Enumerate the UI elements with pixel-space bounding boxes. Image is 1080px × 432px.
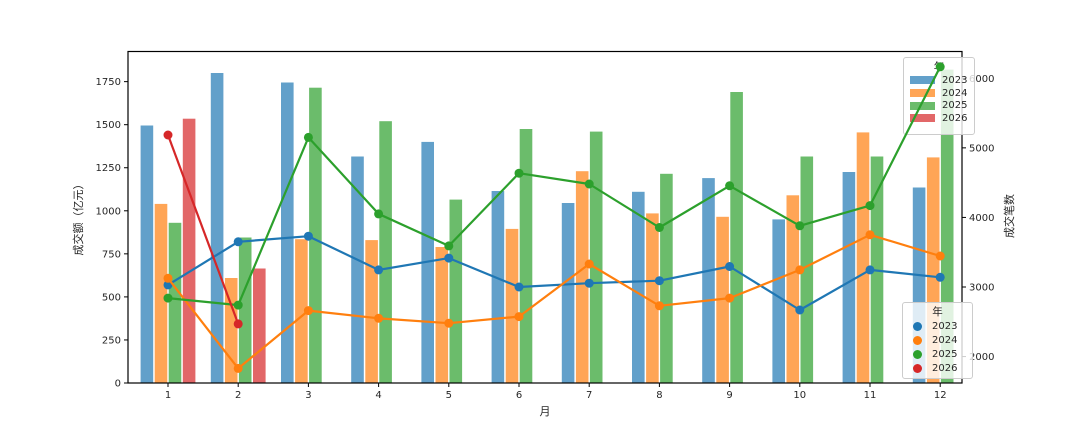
bar-2023-m3 xyxy=(281,82,294,383)
legend-label: 2025 xyxy=(932,348,958,360)
y-axis-label-left: 成交额（亿元） xyxy=(72,178,85,256)
x-tick-label: 12 xyxy=(934,390,947,401)
bar-2023-m9 xyxy=(702,178,715,383)
bar-2024-m4 xyxy=(365,240,378,383)
legend-label: 2024 xyxy=(932,334,958,346)
bar-2025-m11 xyxy=(870,156,884,383)
legend-label: 2023 xyxy=(942,74,968,86)
legend-label: 2025 xyxy=(942,100,968,112)
x-tick-label: 4 xyxy=(375,390,381,401)
bar-2024-m9 xyxy=(716,216,729,383)
legend-row: 2023 xyxy=(910,74,968,87)
line-dot-2026 xyxy=(913,363,922,373)
x-tick-label: 6 xyxy=(516,390,522,401)
bar-2024-m1 xyxy=(154,203,168,383)
legend-row: 2023 xyxy=(909,319,966,333)
legend-row: 2026 xyxy=(910,112,968,125)
bar-2025-m8 xyxy=(660,173,673,383)
bar-2023-m2 xyxy=(210,73,224,383)
bar-swatch-2024 xyxy=(910,89,935,98)
bar-2024-m3 xyxy=(295,239,308,383)
bar-swatch-2025 xyxy=(910,101,935,110)
bar-2025-m2 xyxy=(238,237,252,383)
bar-2026-m2 xyxy=(253,268,266,383)
bar-swatch-2026 xyxy=(910,114,935,123)
left-tick-label: 1250 xyxy=(96,163,121,174)
x-tick-label: 3 xyxy=(305,390,311,401)
legend-row: 2025 xyxy=(909,347,966,361)
bar-swatch-2023 xyxy=(910,76,935,85)
bar-2025-m9 xyxy=(730,92,743,383)
left-tick-label: 500 xyxy=(102,292,121,303)
bar-2024-m11 xyxy=(856,132,870,383)
left-tick-label: 0 xyxy=(115,379,121,390)
legend-lines: 年 2023 2024 2025 2026 xyxy=(902,302,973,379)
left-tick-label: 1500 xyxy=(96,120,121,131)
legend-label: 2026 xyxy=(932,362,958,374)
left-tick-label: 1000 xyxy=(96,206,121,217)
left-tick-label: 250 xyxy=(102,335,121,346)
right-tick-label: 3000 xyxy=(969,282,994,293)
legend-bars-title: 年 xyxy=(933,61,945,73)
legend-label: 2026 xyxy=(942,112,968,124)
x-tick-label: 9 xyxy=(726,390,732,401)
legend-bars: 年 2023 2024 2025 2026 xyxy=(903,57,975,135)
line-dot-2023 xyxy=(913,321,922,331)
x-tick-label: 1 xyxy=(165,390,171,401)
bar-2025-m7 xyxy=(589,131,603,383)
bar-2023-m7 xyxy=(561,203,575,383)
bar-2024-m5 xyxy=(435,247,449,383)
x-tick-label: 5 xyxy=(446,390,452,401)
bar-2024-m2 xyxy=(224,278,238,383)
legend-lines-title: 年 xyxy=(932,306,943,318)
x-axis-label: 月 xyxy=(539,405,551,418)
bar-2025-m4 xyxy=(379,121,392,383)
line-dot-2024 xyxy=(913,335,922,345)
bar-2023-m6 xyxy=(491,191,505,383)
x-tick-label: 8 xyxy=(656,390,662,401)
bar-2024-m7 xyxy=(575,171,589,383)
bar-2024-m10 xyxy=(786,195,800,383)
x-tick-label: 7 xyxy=(586,390,592,401)
line-dot-2025 xyxy=(913,349,922,359)
right-tick-label: 5000 xyxy=(969,143,994,154)
left-tick-label: 750 xyxy=(102,249,121,260)
left-tick-label: 1750 xyxy=(96,77,121,88)
legend-row: 2026 xyxy=(909,361,966,375)
x-tick-label: 11 xyxy=(864,390,877,401)
bar-2023-m10 xyxy=(772,219,785,383)
y-axis-label-right: 成交笔数 xyxy=(1003,194,1016,238)
bar-2024-m6 xyxy=(505,228,519,383)
bar-2025-m10 xyxy=(800,156,814,383)
legend-row: 2024 xyxy=(909,333,966,347)
bar-2025-m1 xyxy=(168,222,182,383)
right-tick-label: 2000 xyxy=(969,352,994,363)
bar-2023-m11 xyxy=(842,172,856,383)
x-tick-label: 2 xyxy=(235,390,241,401)
bar-2026-m1 xyxy=(182,118,196,383)
bar-2025-m3 xyxy=(309,87,322,383)
legend-label: 2024 xyxy=(942,87,968,99)
right-tick-label: 4000 xyxy=(969,213,994,224)
bar-2023-m4 xyxy=(351,156,364,383)
x-tick-label: 10 xyxy=(793,390,806,401)
bar-2025-m6 xyxy=(519,129,533,383)
right-tick-label: 6000 xyxy=(969,74,994,85)
bar-2024-m8 xyxy=(646,213,659,383)
bar-2025-m5 xyxy=(449,199,463,383)
legend-row: 2025 xyxy=(910,99,968,112)
bar-2023-m8 xyxy=(632,191,645,383)
legend-label: 2023 xyxy=(932,320,958,332)
bar-2023-m5 xyxy=(421,141,434,383)
legend-row: 2024 xyxy=(910,87,968,100)
bar-2023-m1 xyxy=(140,125,154,383)
